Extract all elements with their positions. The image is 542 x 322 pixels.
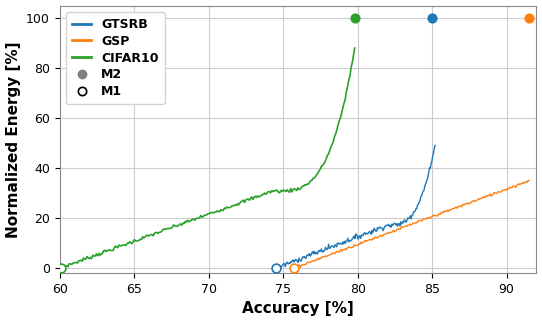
Point	[428, 15, 436, 21]
Point	[289, 266, 298, 271]
Point	[272, 266, 280, 271]
Y-axis label: Normalized Energy [%]: Normalized Energy [%]	[5, 41, 21, 238]
X-axis label: Accuracy [%]: Accuracy [%]	[242, 301, 354, 317]
Legend: GTSRB, GSP, CIFAR10, M2, M1: GTSRB, GSP, CIFAR10, M2, M1	[66, 12, 165, 104]
Point	[525, 15, 533, 21]
Point	[57, 266, 66, 271]
Point	[350, 15, 359, 21]
